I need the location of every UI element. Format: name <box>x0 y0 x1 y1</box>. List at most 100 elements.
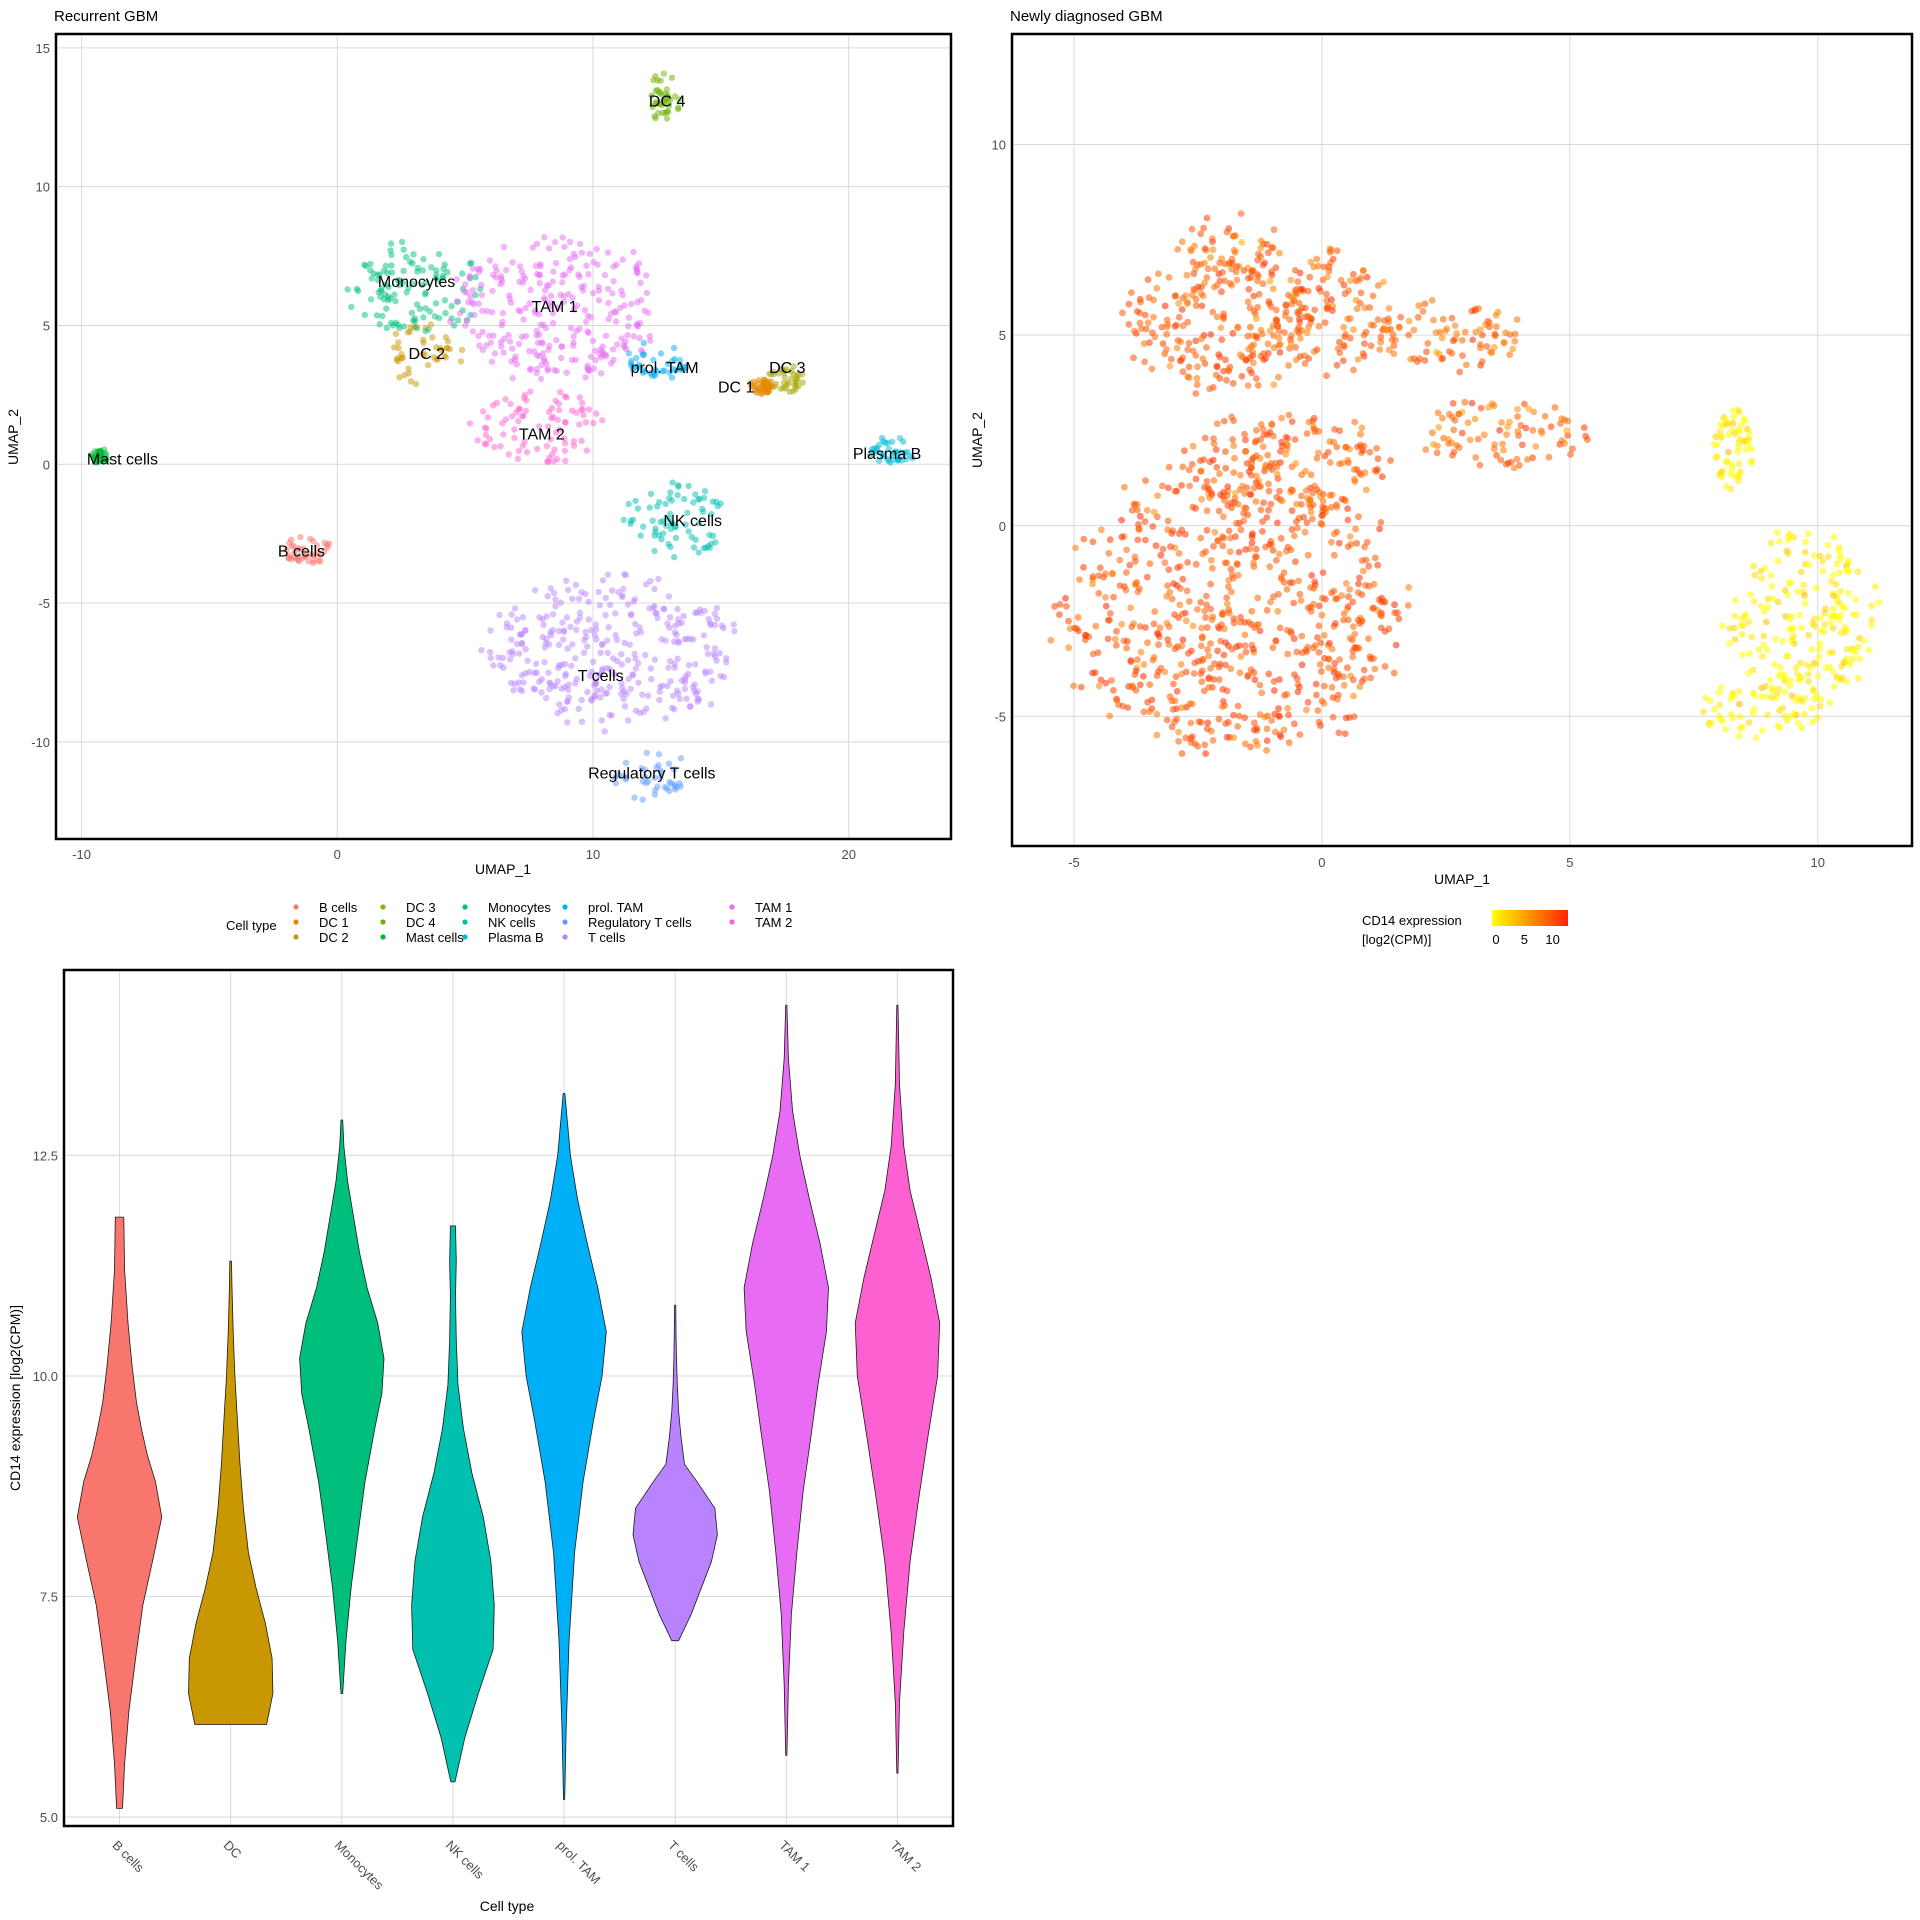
data-point <box>1220 513 1227 521</box>
data-point <box>1215 676 1223 684</box>
data-point <box>1816 645 1823 653</box>
data-point <box>651 585 658 593</box>
data-point <box>1736 713 1744 720</box>
data-point <box>463 317 471 324</box>
data-point <box>717 672 724 680</box>
x-tick-label: 20 <box>841 847 855 862</box>
data-point <box>1179 322 1187 330</box>
cluster-label-b-cells: B cells <box>278 543 325 560</box>
data-point <box>469 287 477 294</box>
data-point <box>1832 580 1840 588</box>
data-point <box>549 319 557 327</box>
data-point <box>474 437 481 444</box>
data-point <box>527 388 534 395</box>
violin-nk-cells <box>411 1225 495 1783</box>
data-point <box>1106 610 1114 617</box>
data-point <box>543 613 550 620</box>
data-point <box>403 253 410 261</box>
data-point <box>405 370 412 377</box>
data-point <box>1186 700 1194 707</box>
data-point <box>515 340 523 348</box>
data-point <box>1178 750 1186 757</box>
data-point <box>1255 290 1263 298</box>
data-point <box>516 686 524 693</box>
data-point <box>529 244 536 251</box>
data-point <box>1219 313 1227 321</box>
data-point <box>1150 620 1158 628</box>
data-point <box>1738 615 1746 622</box>
data-point <box>664 682 671 690</box>
data-point <box>505 331 512 339</box>
data-point <box>1128 507 1136 514</box>
data-point <box>1451 416 1459 424</box>
data-point <box>1792 664 1800 672</box>
data-point <box>1816 552 1824 560</box>
data-point <box>643 272 650 279</box>
data-point <box>317 552 324 559</box>
data-point <box>1251 676 1259 684</box>
data-point <box>1313 454 1321 462</box>
data-point <box>516 263 524 270</box>
data-point <box>1518 441 1526 449</box>
data-point <box>414 264 422 272</box>
data-point <box>1247 743 1254 751</box>
legend-key-dc-2 <box>293 934 299 940</box>
data-point <box>321 547 328 555</box>
data-point <box>422 324 429 332</box>
data-point <box>1181 447 1188 455</box>
data-point <box>1356 683 1364 691</box>
data-point <box>706 531 713 539</box>
data-point <box>652 525 659 532</box>
data-point <box>563 394 570 401</box>
data-point <box>1234 561 1241 568</box>
x-axis-title-newly: UMAP_1 <box>1434 871 1490 887</box>
data-point <box>1415 302 1423 310</box>
data-point <box>1255 621 1262 628</box>
data-point <box>707 621 715 628</box>
data-point <box>1228 588 1235 596</box>
data-point <box>1390 342 1398 349</box>
data-point <box>1104 635 1112 643</box>
data-point <box>344 286 351 293</box>
data-point <box>592 678 599 685</box>
data-point <box>1750 691 1758 699</box>
data-point <box>639 796 646 803</box>
data-point <box>1275 705 1282 713</box>
data-point <box>537 321 544 328</box>
cluster-plasma-b <box>867 434 916 466</box>
data-point <box>1443 325 1451 333</box>
data-point <box>1175 530 1183 537</box>
data-point <box>531 587 539 594</box>
data-point <box>680 613 687 620</box>
data-point <box>1359 350 1367 357</box>
data-point <box>1197 467 1205 475</box>
data-point <box>1182 530 1189 538</box>
data-point <box>1241 490 1248 497</box>
data-point <box>1254 594 1262 602</box>
data-point <box>895 456 902 463</box>
data-point <box>605 624 612 631</box>
data-point <box>390 344 398 351</box>
data-point <box>599 417 606 424</box>
data-point <box>1201 259 1208 267</box>
data-point <box>1272 637 1280 644</box>
data-point <box>657 683 664 690</box>
data-point <box>655 532 663 539</box>
data-point <box>542 694 550 702</box>
data-point <box>1335 729 1343 737</box>
data-point <box>601 271 609 279</box>
data-point <box>603 637 611 644</box>
data-point <box>1325 267 1333 275</box>
data-point <box>462 281 469 288</box>
data-point <box>407 378 415 385</box>
data-point <box>1209 238 1216 246</box>
data-point <box>634 299 641 306</box>
data-point <box>1276 624 1284 632</box>
data-point <box>394 355 402 362</box>
data-point <box>1844 557 1852 565</box>
data-point <box>518 333 526 340</box>
data-point <box>670 344 678 352</box>
data-point <box>1168 697 1176 705</box>
data-point <box>660 605 668 613</box>
